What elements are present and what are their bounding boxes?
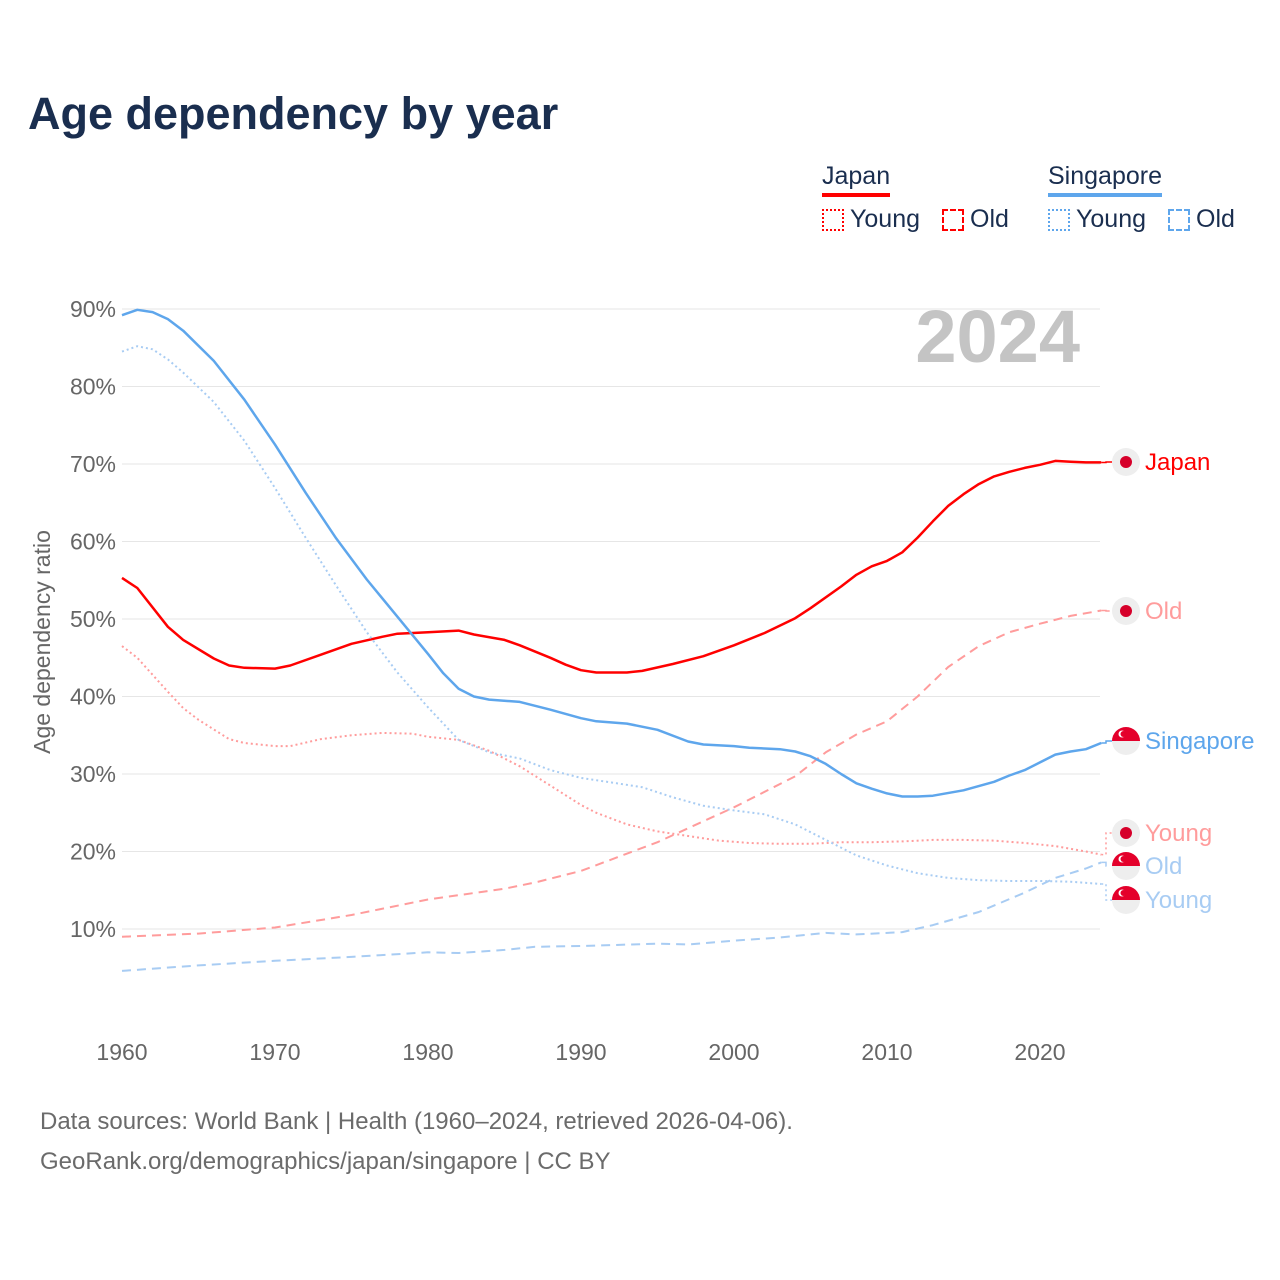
- x-tick-label: 2020: [1014, 1039, 1065, 1065]
- series-line-singapore[interactable]: [121, 308, 1102, 798]
- legend-singapore-young[interactable]: Young: [1048, 205, 1146, 234]
- japan-flag-icon: [1112, 448, 1140, 476]
- x-tick-label: 1980: [402, 1039, 453, 1065]
- x-tick-label: 1970: [249, 1039, 300, 1065]
- japan-flag-icon: [1112, 819, 1140, 847]
- y-tick-label: 10%: [70, 916, 116, 942]
- y-tick-label: 80%: [70, 374, 116, 400]
- y-tick-label: 20%: [70, 839, 116, 865]
- year-watermark: 2024: [915, 295, 1080, 378]
- series-end-label: Old: [1145, 853, 1182, 880]
- label-connector: [1101, 861, 1112, 867]
- dashed-swatch-icon: [942, 208, 964, 231]
- legend-singapore-old[interactable]: Old: [1168, 205, 1235, 234]
- x-tick-label: 1990: [555, 1039, 606, 1065]
- series-end-label: Singapore: [1145, 728, 1254, 755]
- y-tick-label: 30%: [70, 761, 116, 787]
- japan-flag-icon: [1112, 597, 1140, 625]
- series-line-japan-young[interactable]: [121, 645, 1102, 856]
- x-tick-label: 2000: [708, 1039, 759, 1065]
- label-connector: [1101, 883, 1112, 901]
- series-end-label: Japan: [1145, 449, 1210, 476]
- singapore-flag-icon: [1112, 727, 1140, 755]
- label-connector: [1101, 832, 1112, 856]
- footer-sources: Data sources: World Bank | Health (1960–…: [40, 1108, 793, 1135]
- y-tick-label: 50%: [70, 606, 116, 632]
- y-tick-label: 70%: [70, 451, 116, 477]
- series-end-label: Young: [1145, 820, 1212, 847]
- dotted-swatch-icon: [1048, 208, 1070, 231]
- legend-label: Old: [1196, 205, 1235, 233]
- y-axis-label: Age dependency ratio: [29, 530, 55, 754]
- legend-label: Old: [970, 205, 1009, 233]
- dotted-swatch-icon: [822, 208, 844, 231]
- series-line-japan-old[interactable]: [121, 609, 1102, 938]
- x-tick-label: 1960: [96, 1039, 147, 1065]
- series-end-label: Old: [1145, 598, 1182, 625]
- legend-japan-young[interactable]: Young: [822, 205, 920, 234]
- legend-label: Young: [1076, 205, 1146, 233]
- chart-title: Age dependency by year: [28, 88, 559, 139]
- y-tick-label: 40%: [70, 684, 116, 710]
- legend-japan-old[interactable]: Old: [942, 205, 1009, 234]
- series-line-singapore-young[interactable]: [121, 345, 1102, 885]
- singapore-flag-icon: [1112, 886, 1140, 914]
- label-connector: [1101, 609, 1112, 612]
- y-tick-label: 90%: [70, 296, 116, 322]
- legend-label: Young: [850, 205, 920, 233]
- series-line-japan[interactable]: [121, 459, 1102, 674]
- singapore-flag-icon: [1112, 852, 1140, 880]
- dashed-swatch-icon: [1168, 208, 1190, 231]
- legend-japan-header[interactable]: Japan: [822, 162, 891, 197]
- x-tick-label: 2010: [861, 1039, 912, 1065]
- footer-link[interactable]: GeoRank.org/demographics/japan/singapore…: [40, 1148, 611, 1175]
- label-connector: [1101, 740, 1112, 744]
- series-line-singapore-old[interactable]: [121, 861, 1102, 972]
- legend-singapore-header[interactable]: Singapore: [1048, 162, 1162, 197]
- y-tick-label: 60%: [70, 529, 116, 555]
- series-end-label: Young: [1145, 887, 1212, 914]
